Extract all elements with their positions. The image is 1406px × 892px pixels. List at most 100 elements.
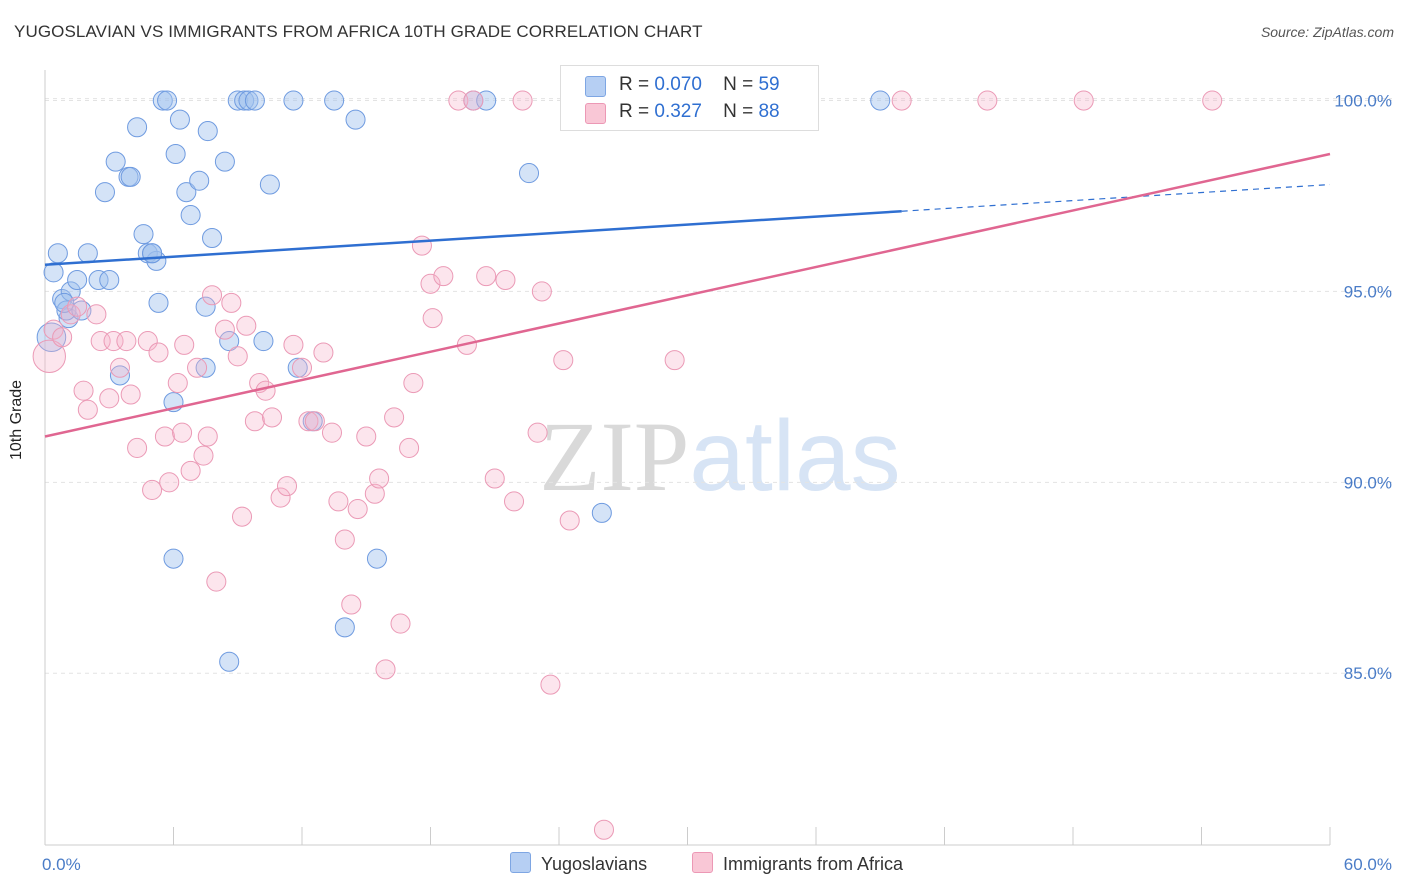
- point-yugoslavian: [180, 205, 201, 226]
- point-africa: [476, 266, 497, 287]
- point-africa: [527, 422, 548, 443]
- legend-r-label: R =: [619, 74, 650, 95]
- legend-swatch-pink: [585, 103, 606, 124]
- point-yugoslavian: [157, 90, 178, 111]
- point-yugoslavian: [163, 548, 184, 569]
- point-africa: [364, 483, 385, 504]
- point-yugoslavian: [287, 357, 308, 378]
- point-africa: [167, 373, 188, 394]
- point-yugoslavian: [54, 292, 75, 313]
- point-yugoslavian: [120, 166, 141, 187]
- point-africa: [341, 594, 362, 615]
- point-africa: [148, 342, 169, 363]
- point-africa: [86, 304, 107, 325]
- legend-label-africa: Immigrants from Africa: [723, 854, 904, 874]
- point-yugoslavian: [518, 163, 540, 184]
- point-africa: [420, 273, 441, 294]
- point-africa: [1073, 90, 1094, 111]
- point-africa: [221, 292, 242, 313]
- legend-r-label: R =: [619, 101, 650, 122]
- point-africa: [202, 285, 223, 306]
- y-tick-label: 90.0%: [1344, 473, 1392, 492]
- chart-title: YUGOSLAVIAN VS IMMIGRANTS FROM AFRICA 10…: [14, 22, 703, 41]
- legend-n-label: N =: [723, 101, 754, 122]
- point-africa: [593, 819, 614, 840]
- point-africa: [77, 399, 98, 420]
- point-africa: [977, 90, 998, 111]
- point-africa: [73, 380, 94, 401]
- legend-n-value: 59: [758, 74, 780, 95]
- point-africa: [553, 350, 574, 371]
- point-africa: [448, 90, 469, 111]
- point-africa: [206, 571, 227, 592]
- point-africa: [313, 342, 334, 363]
- point-yugoslavian: [133, 224, 154, 245]
- point-yugoslavian: [94, 182, 115, 203]
- point-yugoslavian: [238, 90, 259, 111]
- point-africa: [369, 468, 390, 489]
- point-yugoslavian: [253, 331, 274, 352]
- point-africa: [328, 491, 349, 512]
- watermark: ZIPatlas: [539, 400, 900, 512]
- point-africa: [99, 388, 120, 409]
- legend-r-value: 0.327: [654, 101, 702, 122]
- point-africa: [232, 506, 253, 527]
- point-africa: [276, 476, 298, 497]
- point-yugoslavian: [148, 292, 169, 313]
- point-africa: [495, 269, 516, 290]
- point-africa: [214, 319, 235, 340]
- legend-n-value: 88: [758, 101, 780, 122]
- legend-n-label: N =: [723, 74, 754, 95]
- stats-legend: R = 0.070 N = 59 R = 0.327 N = 88: [560, 65, 819, 131]
- y-tick-label: 100.0%: [1334, 92, 1392, 111]
- point-yugoslavian: [47, 243, 68, 264]
- legend-item-yugoslavians[interactable]: Yugoslavians: [510, 852, 647, 875]
- point-africa: [180, 460, 201, 481]
- point-yugoslavian: [165, 143, 186, 165]
- legend-swatch-pink: [692, 852, 713, 873]
- y-tick-label: 85.0%: [1344, 664, 1392, 683]
- point-yugoslavian: [227, 90, 248, 111]
- point-africa: [52, 327, 73, 348]
- point-yugoslavian: [58, 308, 79, 329]
- point-africa: [43, 319, 64, 340]
- point-africa: [187, 357, 208, 378]
- chart-source: Source: ZipAtlas.com: [1260, 24, 1394, 40]
- point-africa: [261, 407, 283, 428]
- point-africa: [244, 411, 265, 432]
- point-africa: [304, 411, 325, 432]
- point-africa: [463, 90, 484, 111]
- point-africa: [321, 422, 343, 443]
- point-africa: [559, 510, 580, 531]
- point-africa: [109, 357, 130, 378]
- point-yugoslavian: [195, 296, 216, 317]
- legend-swatch-blue: [585, 76, 606, 97]
- point-africa: [512, 90, 533, 111]
- point-yugoslavian: [43, 262, 64, 283]
- point-africa: [664, 350, 685, 371]
- point-africa: [384, 407, 405, 428]
- legend-r-value: 0.070: [654, 74, 702, 95]
- point-yugoslavian: [197, 121, 218, 142]
- y-tick-label: 95.0%: [1344, 282, 1392, 301]
- point-africa: [1202, 90, 1223, 111]
- point-africa: [422, 308, 443, 329]
- x-tick-label: 60.0%: [1344, 855, 1392, 874]
- point-africa: [154, 426, 175, 447]
- point-africa: [390, 613, 411, 634]
- point-yugoslavian: [334, 617, 355, 638]
- point-africa: [159, 472, 180, 493]
- point-yugoslavian: [870, 90, 891, 111]
- point-africa: [504, 491, 525, 512]
- point-yugoslavian: [345, 109, 366, 130]
- point-yugoslavian: [105, 151, 126, 172]
- point-africa: [142, 479, 163, 500]
- point-africa: [174, 334, 195, 355]
- point-yugoslavian: [189, 170, 210, 191]
- point-africa: [891, 90, 912, 111]
- legend-item-africa[interactable]: Immigrants from Africa: [692, 852, 903, 875]
- point-africa: [484, 468, 505, 489]
- point-africa: [120, 384, 141, 405]
- point-africa: [531, 281, 552, 302]
- legend-swatch-blue: [510, 852, 531, 873]
